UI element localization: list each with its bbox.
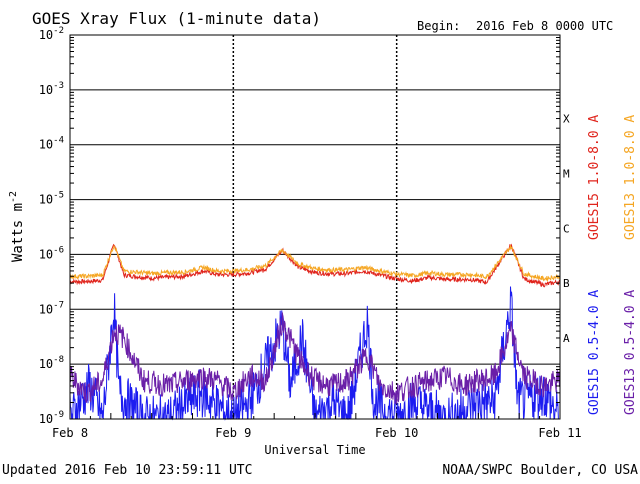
flare-class-label: B — [563, 277, 570, 290]
legend-entry: GOES13 0.5-4.0 A — [623, 290, 638, 415]
y-tick-label: 10-3 — [39, 81, 64, 97]
flare-class-label: X — [563, 113, 570, 126]
y-axis-label: Watts m-2 — [8, 191, 26, 262]
flare-class-label: M — [563, 167, 570, 180]
x-tick-label: Feb 8 — [52, 426, 88, 440]
legend-entry: GOES13 1.0-8.0 A — [623, 115, 638, 240]
updated-timestamp: Updated 2016 Feb 10 23:59:11 UTC — [2, 463, 252, 478]
y-tick-label: 10-4 — [39, 136, 64, 152]
legend-entry: GOES15 0.5-4.0 A — [587, 290, 602, 415]
y-axis-label-text: Watts m — [10, 203, 26, 262]
plot-frame — [69, 34, 561, 420]
x-tick-label: Feb 11 — [538, 426, 581, 440]
y-tick-label: 10-9 — [39, 410, 64, 426]
credit-text: NOAA/SWPC Boulder, CO USA — [442, 463, 638, 478]
begin-label: Begin: — [417, 19, 460, 33]
y-tick-label: 10-5 — [39, 191, 64, 207]
x-tick-label: Feb 10 — [375, 426, 418, 440]
y-axis-label-exponent: -2 — [8, 191, 19, 203]
begin-value: 2016 Feb 8 0000 UTC — [476, 19, 613, 33]
series-line — [69, 244, 561, 283]
chart-title: GOES Xray Flux (1-minute data) — [32, 9, 321, 28]
flare-class-label: A — [563, 332, 570, 345]
y-tick-label: 10-8 — [39, 355, 64, 371]
legend-entry: GOES15 1.0-8.0 A — [587, 115, 602, 240]
flare-class-label: C — [563, 222, 570, 235]
y-tick-label: 10-2 — [39, 26, 64, 42]
legend: GOES15 1.0-8.0 A GOES13 1.0-8.0 A GOES15 0… — [587, 115, 638, 415]
series-line — [69, 312, 561, 405]
x-axis-label: Universal Time — [264, 443, 365, 457]
series-line — [69, 243, 561, 288]
x-tick-label: Feb 9 — [215, 426, 251, 440]
y-tick-label: 10-6 — [39, 245, 64, 261]
y-tick-label: 10-7 — [39, 300, 64, 316]
